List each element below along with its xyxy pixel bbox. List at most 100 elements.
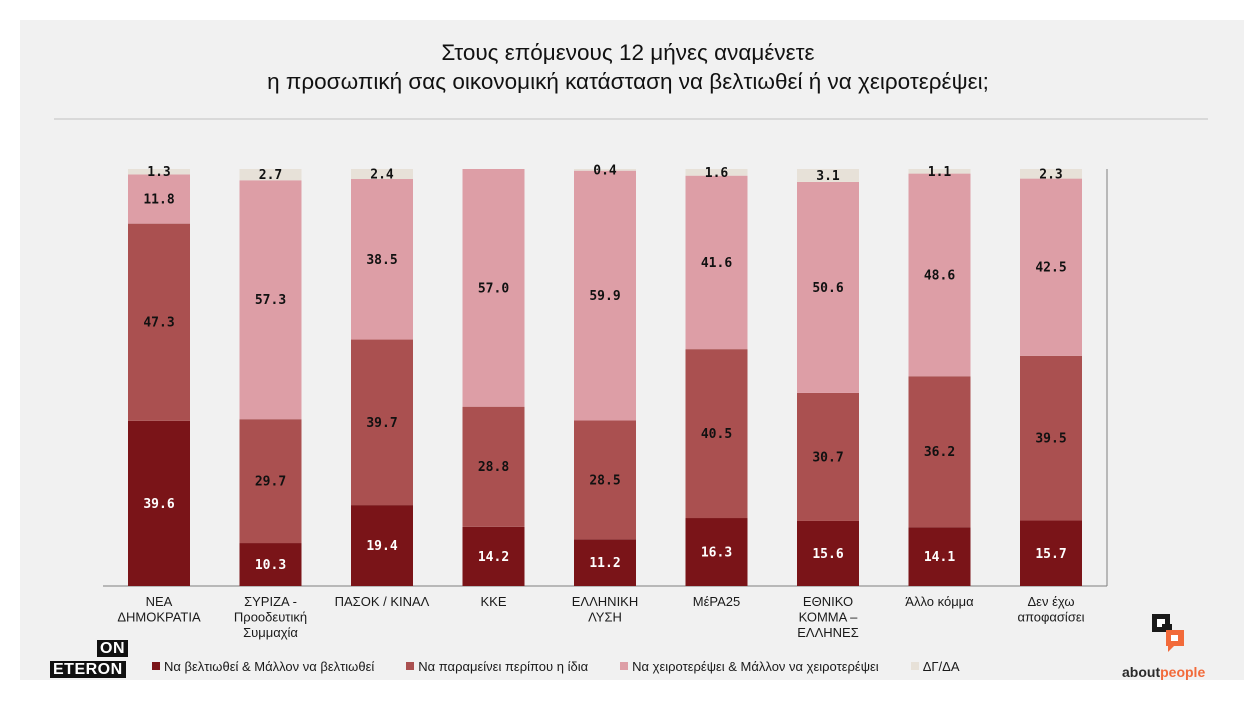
legend-item-0: Να βελτιωθεί & Μάλλον να βελτιωθεί	[152, 659, 374, 674]
speech-bubbles-icon	[1152, 614, 1184, 652]
bar-segment-s2-c4	[574, 170, 636, 421]
data-label-s0-c0: 39.6	[143, 497, 174, 512]
category-label-6-line-1: ΚΟΜΜΑ –	[799, 610, 859, 625]
bar-segment-s0-c2	[351, 505, 413, 586]
data-label-s0-c2: 19.4	[366, 539, 397, 554]
bar-segment-s1-c3	[462, 406, 525, 527]
data-label-s2-c7: 48.6	[924, 268, 955, 283]
data-label-s1-c7: 36.2	[924, 445, 955, 460]
data-label-s3-c6: 3.1	[816, 169, 840, 184]
category-label-4-line-1: ΛΥΣΗ	[588, 610, 622, 625]
category-label-6-line-0: ΕΘΝΙΚΟ	[803, 594, 853, 609]
data-label-s3-c2: 2.4	[370, 168, 394, 183]
legend-swatch-2	[620, 662, 629, 670]
chart-title-line-1: Στους επόμενους 12 μήνες αναμένετε	[441, 40, 815, 65]
data-label-s2-c8: 42.5	[1035, 261, 1066, 276]
aboutpeople-wordmark: aboutpeople	[1122, 664, 1205, 680]
wordmark-about: about	[1122, 664, 1161, 680]
chart-title: Στους επόμενους 12 μήνες αναμένετε η προ…	[0, 38, 1256, 96]
bar-segment-s0-c4	[574, 539, 636, 586]
bar-segment-s2-c6	[797, 181, 859, 393]
bar-segment-s0-c7	[908, 527, 971, 586]
data-label-s2-c3: 57.0	[478, 281, 509, 296]
bar-segment-s3-c5	[685, 169, 748, 176]
data-label-s2-c0: 11.8	[143, 193, 174, 208]
data-label-s2-c5: 41.6	[701, 256, 732, 271]
legend-swatch-0	[152, 662, 160, 670]
category-label-2-line-0: ΠΑΣΟΚ / ΚΙΝΑΛ	[335, 594, 430, 609]
category-label-8-line-0: Δεν έχω	[1027, 594, 1074, 609]
bar-segment-s3-c6	[797, 169, 859, 182]
data-label-s3-c0: 1.3	[147, 165, 170, 180]
bar-segment-s0-c3	[462, 526, 525, 586]
bar-segment-s3-c8	[1020, 169, 1082, 179]
legend-label-3: ΔΓ/ΔΑ	[922, 658, 960, 674]
legend-label-2: Να χειροτερέψει & Μάλλον να χειροτερέψει	[632, 658, 879, 674]
wordmark-people: people	[1160, 664, 1206, 680]
category-label-4-line-0: ΕΛΛΗΝΙΚΗ	[572, 594, 639, 609]
title-divider	[54, 118, 1208, 120]
category-label-1-line-1: Προοδευτική	[234, 610, 307, 625]
bar-segment-s2-c1	[239, 180, 302, 420]
bar-segment-s1-c4	[574, 420, 636, 540]
category-label-0-line-1: ΔΗΜΟΚΡΑΤΙΑ	[117, 610, 201, 625]
bar-segment-s3-c4	[574, 169, 636, 171]
bar-segment-s3-c0	[128, 169, 190, 175]
data-label-s0-c8: 15.7	[1035, 547, 1066, 562]
bar-segment-s2-c2	[351, 179, 413, 340]
bar-segment-s2-c3	[462, 169, 525, 407]
bar-segment-s2-c0	[128, 174, 190, 224]
bar-segment-s0-c6	[797, 520, 859, 586]
data-label-s3-c8: 2.3	[1039, 167, 1062, 182]
data-label-s3-c7: 1.1	[928, 165, 952, 180]
bar-segment-s2-c8	[1020, 178, 1082, 356]
category-label-1-line-0: ΣΥΡΙΖΑ -	[244, 594, 297, 609]
data-label-s1-c2: 39.7	[366, 416, 397, 431]
data-label-s2-c6: 50.6	[812, 281, 843, 296]
bar-segment-s0-c5	[685, 518, 748, 586]
data-label-s0-c6: 15.6	[812, 547, 843, 562]
data-label-s0-c7: 14.1	[924, 550, 955, 565]
bar-segment-s1-c2	[351, 339, 413, 506]
logo-on-text: ON	[97, 640, 128, 657]
bar-segment-s3-c7	[908, 169, 971, 174]
data-label-s1-c5: 40.5	[701, 427, 732, 442]
data-label-s2-c2: 38.5	[366, 253, 397, 268]
bar-segment-s1-c7	[908, 376, 971, 528]
legend-label-1: Να παραμείνει περίπου η ίδια	[418, 658, 589, 674]
bar-segment-s0-c1	[239, 543, 302, 586]
bar-segment-s2-c5	[685, 175, 748, 350]
data-label-s3-c5: 1.6	[705, 166, 729, 181]
category-label-8-line-1: αποφασίσει	[1017, 610, 1084, 625]
legend-label-0: Να βελτιωθεί & Μάλλον να βελτιωθεί	[164, 658, 375, 674]
bar-segment-s2-c7	[908, 173, 971, 377]
legend-item-1: Να παραμείνει περίπου η ίδια	[406, 659, 588, 674]
bar-segment-s1-c0	[128, 223, 190, 421]
bar-segment-s1-c5	[685, 349, 748, 519]
data-label-s3-c4: 0.4	[593, 163, 617, 178]
data-label-s1-c8: 39.5	[1035, 432, 1066, 447]
bar-segment-s0-c0	[128, 420, 190, 586]
data-label-s1-c3: 28.8	[478, 460, 509, 475]
bar-segment-s3-c1	[239, 169, 302, 181]
data-label-s0-c1: 10.3	[255, 558, 286, 573]
category-label-5-line-0: ΜέΡΑ25	[693, 594, 740, 609]
aboutpeople-logo: aboutpeople	[1122, 612, 1222, 682]
category-label-7-line-0: Άλλο κόμμα	[905, 594, 974, 609]
chart-legend: Να βελτιωθεί & Μάλλον να βελτιωθεί Να παρ…	[152, 657, 960, 675]
data-label-s1-c1: 29.7	[255, 475, 286, 490]
data-label-s3-c1: 2.7	[259, 168, 282, 183]
bar-segment-s1-c1	[239, 419, 302, 544]
data-label-s0-c4: 11.2	[589, 556, 620, 571]
data-label-s1-c4: 28.5	[589, 473, 620, 488]
data-label-s1-c6: 30.7	[812, 450, 843, 465]
bar-segment-s1-c8	[1020, 355, 1082, 521]
legend-item-3: ΔΓ/ΔΑ	[910, 658, 960, 674]
bar-segment-s3-c2	[351, 169, 413, 180]
category-label-1-line-2: Συμμαχία	[243, 625, 298, 640]
data-label-s0-c3: 14.2	[478, 550, 509, 565]
category-label-6-line-2: ΕΛΛΗΝΕΣ	[797, 625, 859, 640]
legend-item-2: Να χειροτερέψει & Μάλλον να χειροτερέψει	[620, 659, 879, 674]
category-label-0-line-0: ΝΕΑ	[146, 594, 173, 609]
